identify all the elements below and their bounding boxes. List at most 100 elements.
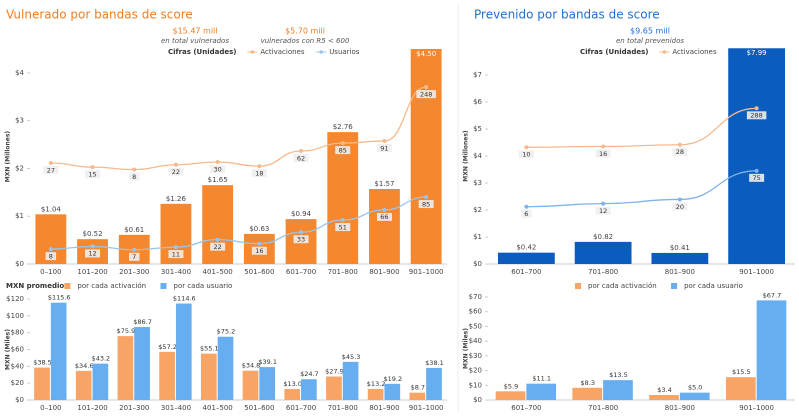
bar — [242, 370, 259, 400]
bar — [75, 370, 92, 400]
line-value-label: 62 — [297, 154, 305, 162]
bar — [572, 387, 603, 400]
legend-label: Activaciones — [260, 48, 304, 56]
bar — [728, 48, 786, 264]
x-tick-label: 101–200 — [77, 404, 107, 412]
line-label-bg — [595, 149, 611, 158]
y-tick-label: $70 — [469, 293, 482, 301]
line-value-label: 28 — [676, 148, 684, 156]
y-tick-label: $0 — [473, 396, 482, 404]
line-point — [90, 165, 95, 170]
bar — [175, 303, 192, 400]
x-tick-label: 301–400 — [161, 404, 191, 412]
annotation: en total vulnerados — [161, 37, 229, 45]
bar — [200, 353, 217, 400]
bar — [756, 300, 787, 400]
bar — [301, 379, 317, 400]
line-label-bg — [129, 172, 140, 181]
bar — [679, 392, 710, 400]
y-tick-label: $80 — [11, 329, 24, 337]
line-value-label: 33 — [297, 236, 305, 244]
bar — [651, 252, 709, 264]
line-point — [424, 85, 429, 90]
line-value-label: 7 — [132, 253, 136, 261]
y-tick-label: $50 — [469, 322, 482, 330]
bar-value-label: $8.3 — [581, 379, 595, 387]
y-tick-label: $60 — [469, 308, 482, 316]
x-tick-label: 601–700 — [511, 268, 541, 276]
annotation: vulnerados con R5 < 600 — [261, 37, 350, 45]
line-point — [48, 247, 53, 252]
line — [526, 170, 757, 208]
y-tick-label: $0 — [473, 260, 482, 268]
bar-value-label: $27.9 — [325, 368, 344, 376]
line-value-label: 18 — [255, 169, 263, 177]
x-tick-label: 101–200 — [77, 268, 107, 276]
bar-value-label: $0.63 — [249, 225, 269, 233]
bar-value-label: $57.2 — [158, 343, 177, 351]
bar-value-label: $0.52 — [83, 230, 103, 238]
x-tick-label: 901–1000 — [739, 268, 774, 276]
y-tick-label: $4 — [473, 152, 482, 160]
line-label-bg — [251, 246, 267, 255]
legend-marker — [250, 50, 255, 54]
line-label-bg — [210, 164, 226, 173]
legend-title: Cifras (Unidades) — [580, 48, 649, 56]
x-tick-label: 801–900 — [369, 404, 399, 412]
line-point — [677, 197, 682, 202]
line-value-label: 15 — [88, 170, 96, 178]
bar-value-label: $7.99 — [747, 49, 767, 57]
line-value-label: 85 — [339, 146, 347, 154]
x-tick-label: 701–800 — [588, 404, 618, 412]
y-tick-label: $20 — [469, 367, 482, 375]
x-tick-label: 0–100 — [40, 268, 61, 276]
x-tick-label: 701–800 — [328, 404, 358, 412]
line-point — [299, 230, 304, 235]
legend-label: Activaciones — [672, 48, 716, 56]
line-point — [524, 204, 529, 209]
bar-value-label: $2.76 — [333, 123, 354, 131]
y-tick-label: $60 — [11, 346, 24, 354]
bar — [526, 383, 557, 400]
line-value-label: 16 — [599, 150, 607, 158]
line-value-label: 75 — [752, 174, 760, 182]
y-tick-label: $40 — [469, 337, 482, 345]
line — [50, 86, 427, 171]
line-point — [754, 168, 759, 173]
annotation: $15.47 mill — [173, 27, 218, 36]
y-tick-label: $4 — [15, 69, 24, 77]
bar — [117, 336, 134, 400]
bar-value-label: $5.0 — [688, 384, 702, 392]
bar — [409, 392, 426, 400]
line-value-label: 8 — [49, 252, 53, 260]
legend-title: Cifras (Unidades) — [168, 48, 237, 56]
line-label-bg — [749, 173, 765, 182]
line-value-label: 288 — [750, 112, 762, 120]
x-tick-label: 701–800 — [588, 268, 618, 276]
line-label-bg — [85, 170, 101, 179]
x-tick-label: 901–1000 — [739, 404, 774, 412]
line-label-bg — [376, 144, 392, 153]
y-tick-label: $1 — [15, 212, 24, 220]
bar-value-label: $1.26 — [166, 195, 187, 203]
annotation: $5.70 mill — [285, 27, 325, 36]
line-point — [173, 245, 178, 250]
x-tick-label: 701–800 — [328, 268, 358, 276]
x-tick-label: 201–300 — [119, 404, 149, 412]
bar-value-label: $5.9 — [504, 382, 518, 390]
bar-value-label: $38.5 — [33, 359, 52, 367]
y-tick-label: $6 — [473, 98, 482, 106]
line-label-bg — [416, 90, 436, 99]
bar — [134, 327, 150, 400]
line-value-label: 22 — [214, 243, 222, 251]
line-point — [90, 244, 95, 249]
legend-label: por cada usuario — [684, 282, 743, 290]
line-label-bg — [595, 206, 611, 215]
bar-value-label: $1.04 — [41, 205, 62, 213]
bar-value-label: $0.94 — [291, 210, 312, 218]
line-point — [215, 237, 220, 242]
bar-value-label: $24.7 — [300, 370, 319, 378]
x-tick-label: 501–600 — [244, 268, 274, 276]
line-value-label: 248 — [420, 90, 432, 98]
bar — [284, 389, 301, 400]
